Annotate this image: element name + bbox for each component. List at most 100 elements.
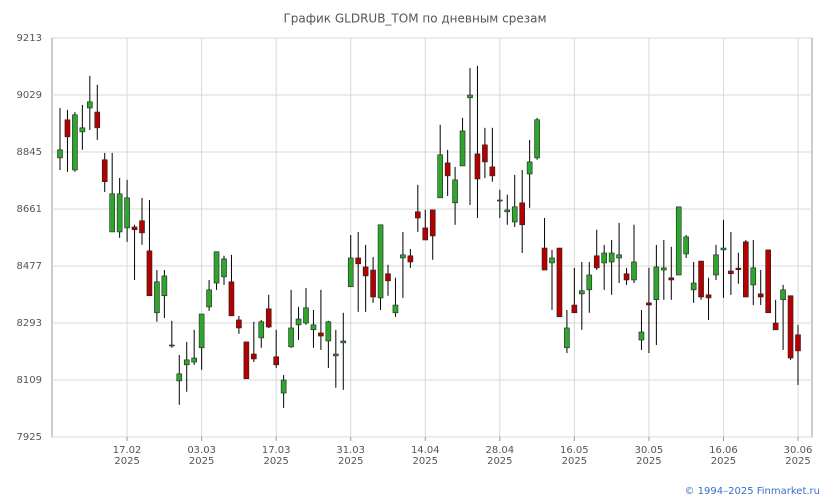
candle-body [206,289,212,308]
candle-body [780,289,786,301]
x-tick-label: 2025 [487,456,512,467]
candle-body [750,267,757,286]
candle-body [295,318,302,326]
x-tick-label: 30.05 [635,445,664,456]
candle-body [653,266,660,301]
candle-body [198,313,205,349]
candle-body [87,101,93,109]
candle-body [698,260,704,298]
candle-body [579,290,585,295]
y-tick-label: 7925 [17,432,42,443]
candle-body [474,153,481,180]
x-tick-label: 16.05 [560,445,589,456]
candle-body [183,359,190,366]
candle-body [713,254,719,276]
candle-body [757,293,764,298]
y-tick-label: 8109 [17,375,42,386]
candle-body [787,295,794,359]
candle-body [504,209,511,213]
candle-body [265,308,272,328]
candle-body [94,111,101,129]
candle-body [355,257,361,265]
candle-body [310,324,317,331]
x-tick-label: 31.03 [336,445,365,456]
candle-body [601,252,607,264]
candle-body [303,307,309,324]
candle-body [161,275,168,297]
candle-body [243,341,250,380]
candle-body [772,322,779,331]
candle-body [280,379,287,394]
candle-body [407,255,414,263]
candle-body [340,340,347,344]
y-tick-label: 8477 [17,261,42,272]
candle-body [437,154,443,199]
y-tick-label: 9213 [17,33,42,44]
candle-body [169,344,175,347]
candle-body [571,304,578,314]
candle-body [668,277,675,281]
source-link[interactable]: © 1994–2025 Finmarket.ru [684,486,820,497]
candle-body [64,119,71,138]
candle-body [646,302,652,306]
candle-body [765,249,771,314]
candle-body [459,130,466,167]
candle-body [370,269,376,298]
x-tick-label: 16.06 [709,445,738,456]
candle-body [541,247,548,271]
candle-body [489,166,496,177]
candle-body [683,236,689,255]
candle-body [511,206,518,223]
x-tick-label: 2025 [114,456,139,467]
x-tick-label: 2025 [338,456,363,467]
candle-body [273,356,279,366]
candle-body [154,281,160,314]
candle-body [743,241,749,298]
candle-body [593,255,600,269]
x-tick-label: 14.04 [411,445,440,456]
candle-body [482,144,488,163]
candle-body [444,162,451,177]
candle-body [549,257,555,264]
x-tick-label: 2025 [636,456,661,467]
candle-body [519,202,525,226]
candle-body [497,199,503,202]
candle-body [735,267,742,271]
candle-body [79,127,86,133]
candle-body [347,257,354,288]
candle-body [690,282,697,291]
candle-body [377,224,384,299]
y-tick-label: 8293 [17,318,42,329]
candle-body [623,273,630,281]
candle-body [385,273,391,282]
candle-body [176,373,183,382]
x-tick-label: 2025 [263,456,288,467]
candle-body [675,206,682,276]
candle-body [228,281,235,317]
candle-body [251,353,257,360]
candle-body [139,220,145,234]
candle-body [534,119,540,159]
candle-body [795,334,801,352]
candle-body [415,211,421,219]
x-tick-label: 2025 [562,456,587,467]
chart-title: График GLDRUB_TOM по дневным срезам [283,12,546,26]
candle-body [631,261,637,281]
candle-body [638,331,645,341]
candle-body [191,357,197,363]
candle-body [705,294,712,299]
candle-body [146,250,153,297]
candle-body [556,247,563,318]
y-tick-label: 8845 [17,147,42,158]
x-tick-label: 17.03 [262,445,291,456]
candle-body [101,159,108,183]
candle-body [728,270,734,275]
candle-body [116,193,123,233]
candle-body [564,327,570,349]
candle-body [526,161,533,175]
candle-body [318,332,324,337]
candle-body [109,193,115,233]
candle-body [452,179,458,204]
candle-body [221,258,227,278]
